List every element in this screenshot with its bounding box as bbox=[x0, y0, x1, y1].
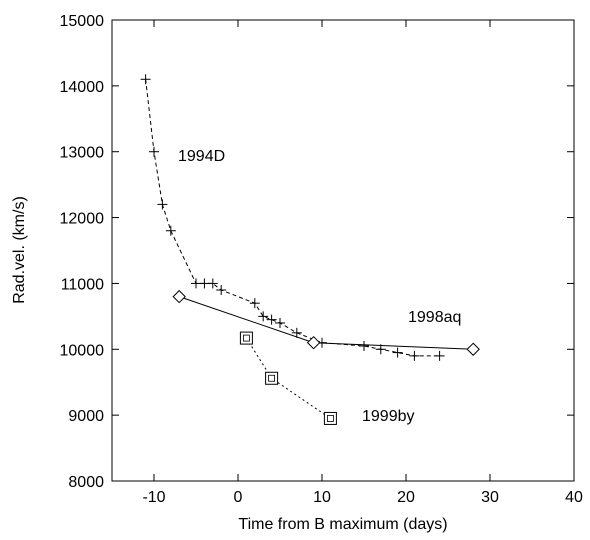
series-line-1994d bbox=[145, 79, 440, 357]
y-tick-label: 12000 bbox=[60, 211, 105, 228]
square-marker-1999by bbox=[265, 371, 279, 385]
y-tick-label: 8000 bbox=[68, 474, 104, 491]
plus-marker-1994d bbox=[207, 278, 218, 289]
y-tick-label: 9000 bbox=[68, 408, 104, 425]
plus-marker-1994d bbox=[266, 314, 277, 325]
series-label-1999by: 1999by bbox=[362, 408, 415, 425]
series-label-1998aq: 1998aq bbox=[408, 309, 461, 326]
x-tick-label: 40 bbox=[565, 489, 583, 506]
plus-marker-1994d bbox=[199, 278, 210, 289]
y-tick-label: 11000 bbox=[61, 276, 104, 293]
plus-marker-1994d bbox=[140, 74, 151, 85]
plus-marker-1994d bbox=[216, 285, 227, 296]
series-line-1999by bbox=[245, 337, 331, 419]
square-marker-inner-1999by bbox=[326, 415, 334, 422]
square-marker-inner-1999by bbox=[242, 334, 250, 342]
x-tick-label: 30 bbox=[481, 489, 499, 506]
y-axis-label: Rad.vel. (km/s) bbox=[11, 196, 28, 304]
plot-frame bbox=[111, 19, 575, 482]
y-tick-label: 15000 bbox=[60, 13, 105, 30]
x-tick-label: -10 bbox=[142, 489, 165, 506]
axis-ticks: -10 0 10 20 30 40 8000 9000 10000 11000 12000 13000… bbox=[60, 13, 584, 506]
plus-marker-1994d bbox=[157, 199, 168, 210]
x-tick-label: 20 bbox=[397, 489, 415, 506]
y-tick-label: 14000 bbox=[60, 79, 105, 96]
plus-marker-1994d bbox=[165, 225, 176, 236]
diamond-marker-1998aq bbox=[306, 335, 321, 350]
plus-marker-1994d bbox=[291, 327, 302, 338]
square-marker-inner-1999by bbox=[268, 374, 276, 382]
plus-marker-1994d bbox=[275, 317, 285, 328]
plus-marker-1994d bbox=[191, 278, 201, 289]
plus-marker-1994d bbox=[392, 347, 403, 358]
diamond-marker-1998aq bbox=[172, 289, 186, 304]
series-label-1994d: 1994D bbox=[178, 148, 225, 165]
plus-marker-1994d bbox=[149, 146, 159, 157]
x-tick-label: 0 bbox=[234, 489, 243, 506]
x-tick-label: 10 bbox=[313, 489, 331, 506]
x-axis-label: Time from B maximum (days) bbox=[238, 516, 447, 533]
series-lines bbox=[145, 79, 474, 419]
y-tick-label: 10000 bbox=[60, 342, 105, 359]
plus-marker-1994d bbox=[359, 340, 369, 351]
plus-marker-1994d bbox=[375, 344, 386, 355]
diamond-marker-1998aq bbox=[466, 342, 480, 356]
square-marker-1999by bbox=[323, 411, 337, 425]
plus-marker-1994d bbox=[409, 350, 420, 361]
plus-marker-1994d bbox=[258, 311, 269, 322]
series-markers bbox=[140, 74, 480, 425]
plus-marker-1994d bbox=[249, 298, 260, 309]
y-tick-label: 13000 bbox=[60, 145, 105, 162]
plus-marker-1994d bbox=[434, 350, 445, 361]
square-marker-1999by bbox=[239, 331, 253, 345]
